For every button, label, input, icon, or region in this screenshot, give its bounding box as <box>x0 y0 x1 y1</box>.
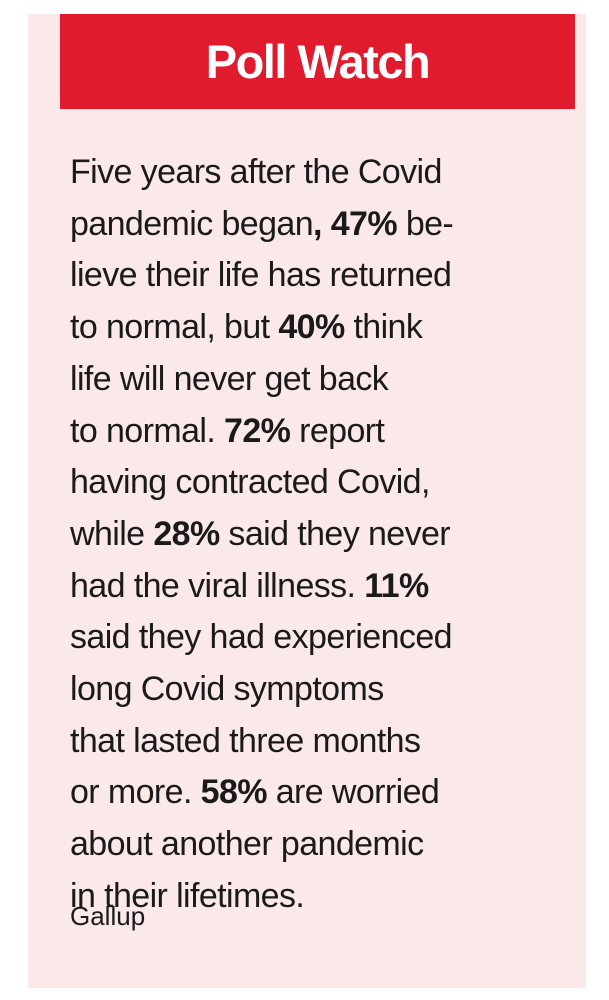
text-line: while 28% said they never <box>70 509 570 561</box>
text-line: life will never get back <box>70 354 570 406</box>
stat-highlight: 28% <box>153 514 220 553</box>
text-run: think <box>344 308 423 347</box>
text-run: to normal, but <box>70 308 279 347</box>
text-run: having contracted Covid, <box>70 463 430 502</box>
source-credit: Gallup <box>70 901 146 931</box>
text-run: that lasted three months <box>70 721 421 760</box>
text-line: to normal, but 40% think <box>70 302 570 354</box>
text-run: about another pandemic <box>70 825 424 864</box>
text-line: or more. 58% are worried <box>70 767 570 819</box>
stat-highlight: 11% <box>364 566 429 605</box>
text-run: pandemic began <box>70 204 314 243</box>
stat-highlight: 72% <box>224 411 291 450</box>
text-line: having contracted Covid, <box>70 457 570 509</box>
text-run: had the viral illness. <box>70 566 365 605</box>
text-run: life will never get back <box>70 359 389 398</box>
text-line: to normal. 72% report <box>70 406 570 458</box>
text-run: to normal. <box>70 411 225 450</box>
text-run: lieve their life has returned <box>70 256 452 295</box>
text-run: report <box>290 411 385 450</box>
text-run: are worried <box>266 773 440 812</box>
text-line: Five years after the Covid <box>70 147 570 199</box>
text-run: long Covid symptoms <box>70 670 384 709</box>
banner-title: Poll Watch <box>205 35 431 88</box>
text-run: or more. <box>70 773 201 812</box>
text-line: said they had experienced <box>70 612 570 664</box>
poll-watch-card: Poll Watch Five years after the Covid pan… <box>28 14 586 988</box>
text-run: Five years after the Covid <box>70 153 442 191</box>
text-line: pandemic began, 47% be- <box>70 199 570 251</box>
text-run: said they had experienced <box>70 618 453 657</box>
stat-highlight: 40% <box>278 308 345 347</box>
text-line: about another pandemic <box>70 819 570 871</box>
text-line: in their lifetimes. <box>70 871 570 923</box>
text-run: while <box>70 514 154 553</box>
stat-highlight: 58% <box>200 773 268 812</box>
text-run: be- <box>396 204 454 243</box>
stat-highlight: , 47% <box>313 204 398 243</box>
text-line: that lasted three months <box>70 716 570 768</box>
text-line: lieve their life has returned <box>70 250 570 302</box>
text-run: said they never <box>219 514 451 553</box>
text-run: in their lifetimes. <box>70 876 305 915</box>
text-line: long Covid symptoms <box>70 664 570 716</box>
header-banner: Poll Watch <box>60 14 575 109</box>
text-line: had the viral illness. 11% <box>70 561 570 613</box>
poll-summary-text: Five years after the Covid pandemic began… <box>70 147 570 923</box>
